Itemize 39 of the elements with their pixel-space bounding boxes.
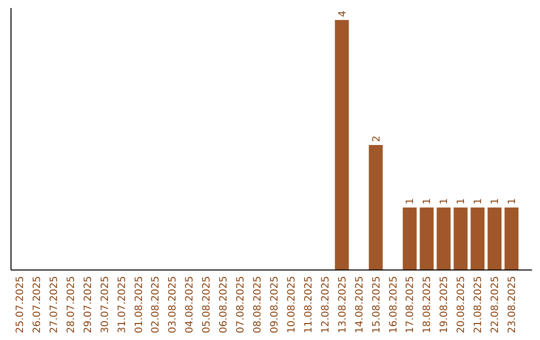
data-label: 2 [371,136,382,142]
x-tick-label: 17.08.2025 [405,276,416,334]
data-label: 1 [473,198,484,204]
x-tick-label: 04.08.2025 [184,276,196,334]
x-tick-label: 08.08.2025 [252,276,264,334]
x-tick-label: 29.07.2025 [82,276,94,334]
x-tick-label: 02.08.2025 [150,276,162,334]
x-tick-label: 31.07.2025 [116,276,128,334]
x-tick-label: 07.08.2025 [236,276,247,334]
x-tick-label: 25.07.2025 [14,276,26,334]
data-label: 1 [422,198,434,204]
x-tick-label: 30.07.2025 [100,276,111,334]
x-tick-label: 16.08.2025 [388,276,400,334]
x-tick-label: 19.08.2025 [439,276,450,334]
x-tick-label: 05.08.2025 [202,276,213,334]
x-tick-label: 28.07.2025 [66,276,77,334]
x-tick-label: 09.08.2025 [269,276,280,334]
data-label: 1 [439,198,450,204]
x-tick-label: 21.08.2025 [473,276,484,334]
data-label: 1 [507,198,518,204]
x-tick-label: 15.08.2025 [371,276,382,334]
x-tick-label: 03.08.2025 [168,276,179,334]
x-tick-label: 01.08.2025 [134,276,145,334]
x-tick-label: 12.08.2025 [320,276,332,334]
x-tick-label: 23.08.2025 [507,276,518,334]
data-label: 1 [405,198,416,204]
data-label: 1 [490,198,502,204]
x-tick-label: 26.07.2025 [32,276,43,334]
x-tick-label: 20.08.2025 [456,276,468,334]
x-tick-label: 10.08.2025 [286,276,298,334]
x-tick-label: 18.08.2025 [422,276,434,334]
x-tick-label: 13.08.2025 [337,276,348,334]
x-tick-label: 27.07.2025 [48,276,60,334]
x-tick-label: 14.08.2025 [354,276,366,334]
data-label: 1 [456,198,468,204]
x-tick-label: 11.08.2025 [303,276,314,334]
x-tick-label: 06.08.2025 [218,276,230,334]
data-label: 4 [337,10,348,17]
x-tick-label: 22.08.2025 [490,276,502,334]
